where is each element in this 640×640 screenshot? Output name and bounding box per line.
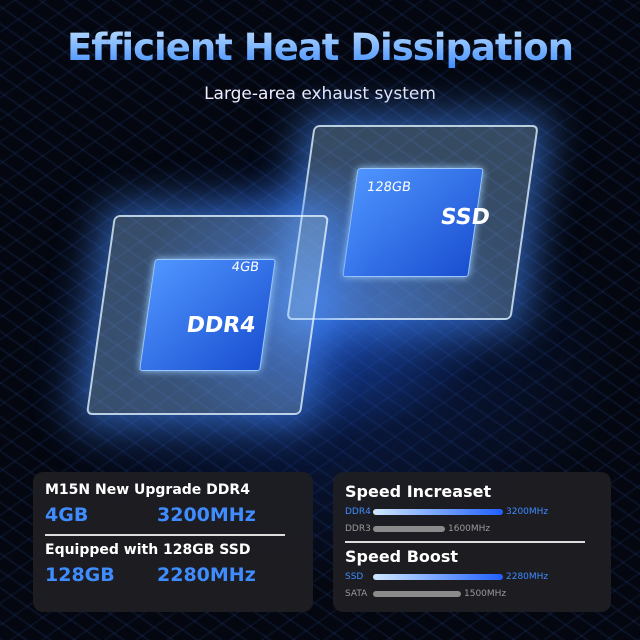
storage-speed: 2280MHz [157, 564, 256, 586]
speed-boost-heading: Speed Boost [345, 547, 459, 566]
bar-value: 3200MHz [506, 507, 549, 517]
speed-bar-row: SATA 1500MHz [345, 588, 599, 600]
bar-label: DDR4 [345, 507, 371, 517]
speed-bar [373, 591, 461, 597]
ssd-capacity: 128GB [365, 180, 412, 195]
speed-bar [373, 509, 503, 515]
memory-speed: 3200MHz [157, 504, 256, 526]
ddr4-chip: 4GB DDR4 [85, 215, 330, 415]
spec-panel: M15N New Upgrade DDR4 4GB 3200MHz Equippe… [33, 472, 313, 612]
divider [345, 541, 585, 543]
speed-bar-row: SSD 2280MHz [345, 571, 599, 583]
bar-value: 1500MHz [464, 589, 507, 599]
bar-value: 1600MHz [448, 524, 491, 534]
memory-heading: M15N New Upgrade DDR4 [45, 482, 250, 498]
memory-size: 4GB [45, 504, 89, 526]
bar-label: SSD [345, 572, 364, 582]
speed-bar-row: DDR3 1600MHz [345, 523, 599, 535]
speed-bar [373, 574, 503, 580]
bar-label: DDR3 [345, 524, 371, 534]
storage-heading: Equipped with 128GB SSD [45, 542, 251, 558]
speed-increase-heading: Speed Increaset [345, 482, 492, 501]
storage-size: 128GB [45, 564, 115, 586]
bar-label: SATA [345, 589, 368, 599]
page-title: Efficient Heat Dissipation [0, 26, 640, 69]
ssd-label: SSD [438, 205, 492, 230]
speed-bar-row: DDR4 3200MHz [345, 506, 599, 518]
divider [45, 534, 285, 536]
speed-bar [373, 526, 445, 532]
page-subtitle: Large-area exhaust system [204, 84, 436, 104]
ddr-label: DDR4 [184, 313, 258, 338]
bar-value: 2280MHz [506, 572, 549, 582]
speed-comparison-panel: Speed Increaset DDR4 3200MHz DDR3 1600MHz… [333, 472, 611, 612]
ddr-capacity: 4GB [230, 260, 260, 275]
